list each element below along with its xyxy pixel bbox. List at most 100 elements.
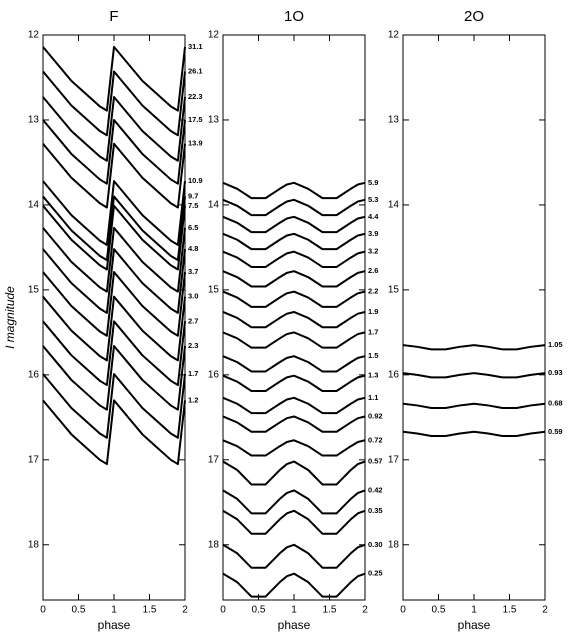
light-curve [402,344,546,351]
x-axis-title: phase [98,618,131,632]
light-curve [222,509,366,535]
series-label: 0.72 [368,435,383,444]
series-label: 7.5 [188,201,198,210]
light-curve [42,96,186,162]
light-curve [222,215,366,234]
y-tick-label: 18 [388,539,400,550]
y-tick-label: 17 [388,454,400,465]
x-tick-label: 0 [220,605,226,616]
plot-frame [222,34,366,601]
y-tick-label: 16 [28,369,40,380]
light-curve [42,142,186,209]
x-tick-label: 2 [542,605,548,616]
light-curve [222,543,366,569]
light-curve [42,248,186,314]
light-curve [42,195,186,262]
light-curve [42,204,186,271]
y-tick-label: 12 [208,30,220,41]
light-curve [42,45,186,112]
x-tick-label: 1.5 [143,605,157,616]
x-tick-label: 2 [182,605,188,616]
light-curve [222,270,366,288]
series-label: 10.9 [188,176,203,185]
y-tick-label: 12 [28,30,40,41]
y-tick-label: 15 [388,285,400,296]
series-label: 4.8 [188,244,198,253]
light-curve [222,355,366,373]
series-label: 0.30 [368,540,383,549]
light-curve [42,399,186,466]
series-label: 1.1 [368,393,378,402]
light-curve [222,572,366,598]
series-label: 1.7 [188,369,198,378]
series-label: 26.1 [188,67,203,76]
series-label: 0.93 [548,368,563,377]
series-label: 0.68 [548,399,563,408]
series-label: 1.2 [188,395,198,404]
series-label: 17.5 [188,115,203,124]
series-label: 0.25 [368,569,383,578]
light-curve [222,250,366,268]
series-label: 4.4 [368,212,379,221]
y-tick-label: 16 [208,369,220,380]
y-tick-label: 14 [388,200,400,211]
series-label: 3.7 [188,267,198,276]
series-label: 13.9 [188,139,203,148]
panel-title: 2O [464,8,484,25]
series-label: 1.3 [368,371,378,380]
x-tick-label: 0.5 [432,605,446,616]
series-label: 0.35 [368,506,383,515]
series-label: 1.05 [548,340,563,349]
series-label: 3.2 [368,247,378,256]
x-axis-title: phase [278,618,311,632]
light-curve [402,372,546,379]
light-curve [222,331,366,349]
x-tick-label: 0.5 [252,605,266,616]
x-tick-label: 1.5 [323,605,337,616]
y-tick-label: 13 [28,115,40,126]
light-curve [42,70,186,137]
light-curve [222,396,366,415]
series-label: 0.57 [368,456,383,465]
x-tick-label: 1.5 [503,605,517,616]
series-label: 1.5 [368,351,378,360]
series-label: 9.7 [188,191,198,200]
series-label: 0.59 [548,427,563,436]
plot-frame [402,34,546,601]
y-tick-label: 14 [208,200,220,211]
x-axis-title: phase [458,618,491,632]
y-tick-label: 14 [28,200,40,211]
y-tick-label: 17 [28,454,40,465]
y-tick-label: 13 [208,115,220,126]
light-curve [222,310,366,329]
y-axis-title: I magnitude [3,286,17,349]
light-curve [402,402,546,409]
series-label: 1.7 [368,327,378,336]
series-label: 1.9 [368,307,378,316]
y-tick-label: 13 [388,115,400,126]
panel-title: F [109,8,118,25]
y-tick-label: 15 [28,285,40,296]
series-label: 5.3 [368,195,378,204]
light-curve [42,180,186,246]
light-curve [42,271,186,337]
series-label: 22.3 [188,92,203,101]
series-label: 0.42 [368,485,383,494]
series-label: 31.1 [188,42,203,51]
light-curve [222,460,366,486]
light-curve [222,290,366,308]
series-label: 2.7 [188,316,198,325]
light-curve [42,295,186,362]
x-tick-label: 0 [400,605,406,616]
light-curve [42,320,186,387]
y-tick-label: 18 [208,539,220,550]
light-curve [42,226,186,293]
light-curve [42,344,186,411]
light-curve [222,181,366,200]
series-label: 3.0 [188,292,198,301]
light-curve [222,232,366,251]
series-label: 0.92 [368,411,383,420]
y-tick-label: 12 [388,30,400,41]
x-tick-label: 1 [471,605,477,616]
